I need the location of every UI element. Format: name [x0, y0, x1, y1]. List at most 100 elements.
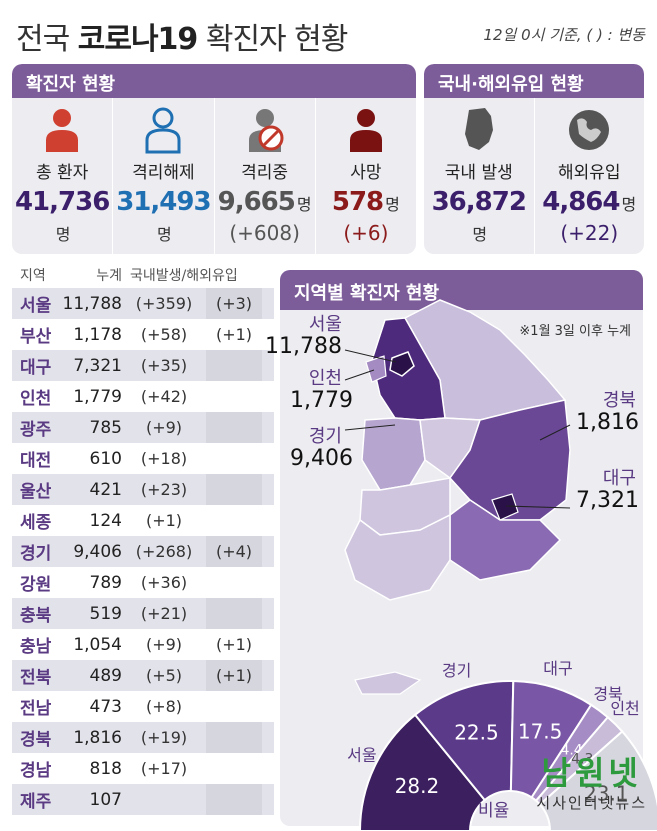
region-cell: 울산 — [20, 482, 52, 502]
total-cell: 1,178 — [73, 324, 122, 345]
region-cell: 전남 — [20, 699, 52, 719]
total-cell: 473 — [89, 696, 122, 717]
callout-seoul: 서울 11,788 — [265, 314, 342, 358]
person-gray-prohibited-icon — [248, 109, 284, 152]
stat-change: (+928) — [424, 251, 534, 254]
region-cell: 경북 — [20, 730, 52, 750]
table-header: 지역 누계 국내발생/해외유입 — [12, 262, 274, 288]
total-cell: 610 — [89, 448, 122, 469]
total-cell: 107 — [89, 789, 122, 810]
stat-label: 국내 발생 — [444, 163, 513, 183]
region-cell: 충북 — [20, 606, 52, 626]
total-cell: 519 — [89, 603, 122, 624]
region-cell: 부산 — [20, 327, 52, 347]
region-cell: 전북 — [20, 668, 52, 688]
overseas-cell — [206, 505, 262, 536]
person-red-icon — [46, 109, 79, 152]
domestic-cell: (+268) — [135, 542, 193, 561]
stat-value: 578 — [331, 187, 384, 217]
region-cell: 세종 — [20, 513, 52, 533]
stat-value: 41,736 — [14, 187, 110, 217]
confirmed-panel-title: 확진자 현황 — [12, 64, 416, 98]
origin-panel-title: 국내·해외유입 현황 — [424, 64, 644, 98]
table-row: 광주 785 (+9) — [12, 412, 274, 443]
overseas-cell: (+1) — [215, 635, 253, 654]
domestic-cell: (+5) — [145, 666, 183, 685]
stat-icon-wrap — [316, 98, 416, 154]
callout-daegu: 대구 7,321 — [576, 468, 639, 513]
stat-icon-wrap — [113, 98, 213, 154]
domestic-cell: (+19) — [140, 728, 188, 747]
table-row: 전남 473 (+8) — [12, 691, 274, 722]
korea-map-icon — [464, 108, 493, 150]
stat-value-wrap: 41,736 명 — [12, 187, 112, 247]
overseas-cell — [206, 567, 262, 598]
callout-seoul-value: 11,788 — [265, 333, 342, 359]
overseas-cell — [206, 722, 262, 753]
brand-logo: 남원넷 시사인터넷뉴스 — [536, 748, 647, 813]
brand-tagline: 시사인터넷뉴스 — [536, 794, 647, 812]
map-title: 지역별 확진자 현황 — [280, 270, 643, 310]
confirmed-panel: 확진자 현황 총 환자 41,736 명 (+950) 격리해제 31,493 명 (+336… — [12, 64, 416, 254]
callout-gyeonggi-name: 경기 — [308, 426, 342, 447]
callout-incheon: 인천 1,779 — [290, 369, 353, 412]
domestic-cell: (+359) — [135, 294, 193, 313]
stat-unit: 명 — [385, 195, 400, 214]
table-row: 울산 421 (+23) — [12, 474, 274, 505]
stat-value-wrap: 578 명 — [316, 187, 416, 217]
stat-icon-wrap — [424, 98, 534, 154]
table-row: 경남 818 (+17) — [12, 753, 274, 784]
stat-change: (+950) — [12, 251, 112, 254]
region-cell: 경기 — [20, 544, 52, 564]
domestic-cell: (+9) — [145, 418, 183, 437]
table-row: 충남 1,054 (+9) (+1) — [12, 629, 274, 660]
callout-seoul-name: 서울 — [308, 314, 342, 335]
total-cell: 9,406 — [73, 541, 122, 562]
stat-unit: 명 — [157, 225, 172, 244]
total-cell: 1,054 — [73, 634, 122, 655]
stat-origin_panel-1: 해외유입 4,864 명 (+22) — [533, 98, 645, 254]
stat-label: 격리중 — [241, 163, 289, 183]
region-cell: 강원 — [20, 575, 52, 595]
stat-unit: 명 — [296, 195, 312, 214]
overseas-cell — [206, 412, 262, 443]
region-cell: 서울 — [20, 296, 52, 316]
stat-icon-wrap — [215, 98, 315, 154]
table-row: 제주 107 — [12, 784, 274, 815]
stat-confirmed_panel-1: 격리해제 31,493 명 (+336) — [112, 98, 213, 254]
stat-value-wrap: 9,665 명 — [215, 187, 315, 217]
table-row: 전북 489 (+5) (+1) — [12, 660, 274, 691]
callout-daegu-name: 대구 — [602, 468, 636, 489]
total-cell: 785 — [89, 417, 122, 438]
stat-label: 총 환자 — [35, 163, 89, 183]
table-row: 대구 7,321 (+35) — [12, 350, 274, 381]
overseas-cell — [206, 443, 262, 474]
page-title: 전국 코로나19 확진자 현황 — [16, 22, 348, 57]
domestic-cell: (+8) — [145, 697, 183, 716]
region-cell: 대전 — [20, 451, 52, 471]
total-cell: 789 — [89, 572, 122, 593]
overseas-cell — [206, 784, 262, 815]
stat-unit: 명 — [621, 195, 637, 214]
domestic-cell: (+17) — [140, 759, 188, 778]
callout-gyeonggi: 경기 9,406 — [290, 426, 353, 470]
overseas-cell: (+4) — [206, 536, 262, 567]
domestic-cell: (+36) — [140, 573, 188, 592]
stat-unit: 명 — [472, 225, 488, 244]
stat-icon-wrap — [12, 98, 112, 154]
globe-icon — [569, 110, 610, 150]
stat-confirmed_panel-2: 격리중 9,665 명 (+608) — [213, 98, 315, 254]
header-region: 지역 — [20, 268, 46, 284]
stat-unit: 명 — [55, 225, 71, 244]
header-total: 누계 — [96, 268, 122, 284]
overseas-cell — [206, 598, 262, 629]
callout-daegu-value: 7,321 — [576, 487, 639, 513]
overseas-cell — [206, 350, 262, 381]
overseas-cell: (+3) — [206, 288, 262, 319]
person-outline-blue-icon — [145, 107, 181, 154]
stat-origin_panel-0: 국내 발생 36,872 명 (+928) — [424, 98, 534, 254]
header-breakdown: 국내발생/해외유입 — [130, 268, 238, 284]
stat-value-wrap: 36,872 명 — [424, 187, 534, 247]
total-cell: 489 — [89, 665, 122, 686]
stat-value: 4,864 — [542, 187, 620, 217]
